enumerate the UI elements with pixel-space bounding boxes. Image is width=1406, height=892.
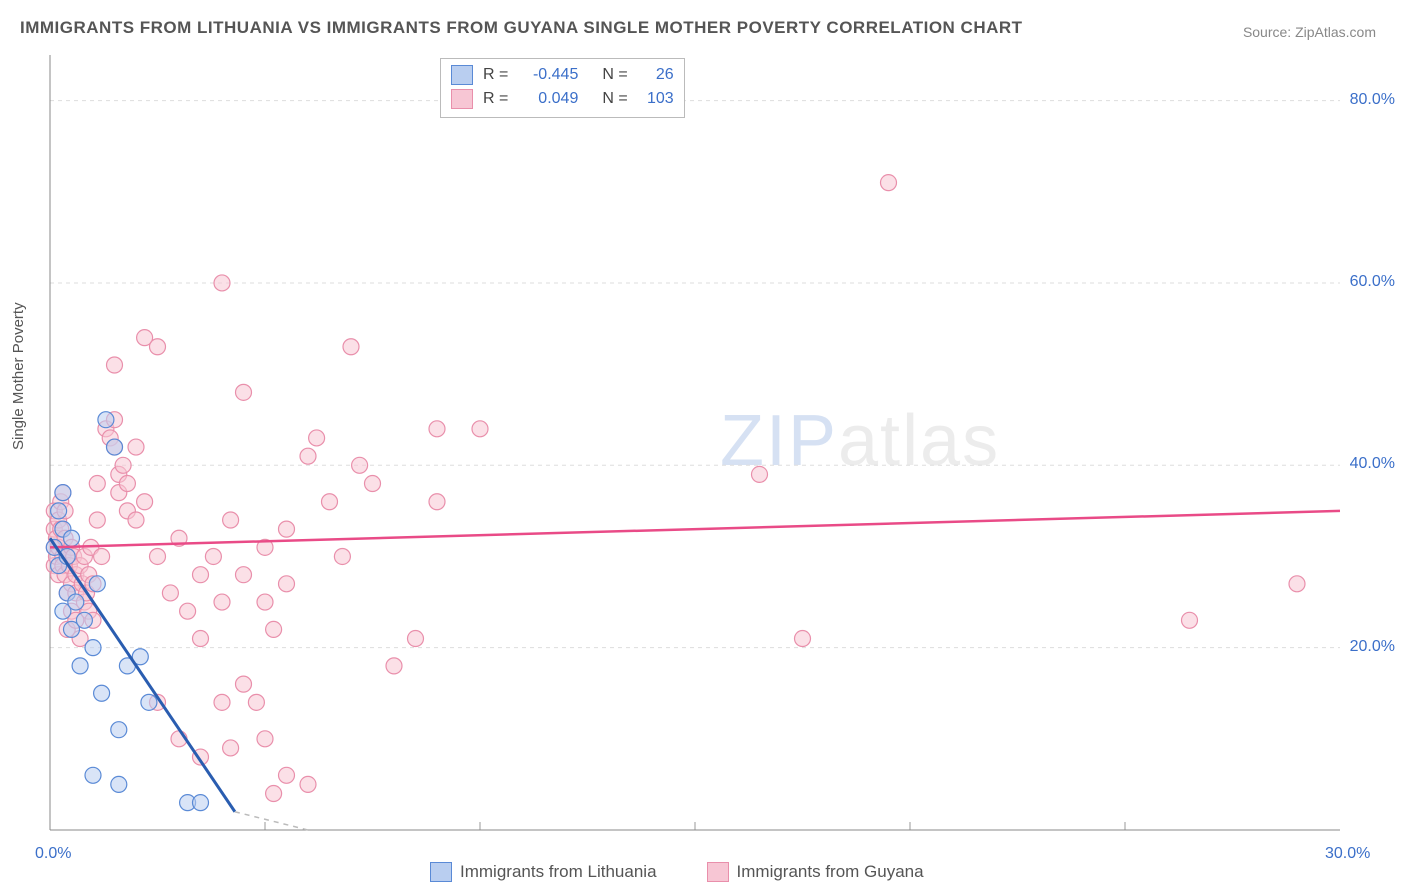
- xtick-label: 0.0%: [35, 845, 71, 863]
- stats-n-value-2: 103: [638, 90, 674, 108]
- stats-row-1: R = -0.445 N = 26: [451, 63, 674, 87]
- ytick-label: 20.0%: [1350, 638, 1395, 656]
- stats-n-value-1: 26: [638, 66, 674, 84]
- stats-n-label-2: N =: [602, 90, 627, 108]
- bottom-legend: Immigrants from Lithuania Immigrants fro…: [430, 862, 924, 882]
- stats-r-value-1: -0.445: [518, 66, 578, 84]
- stats-legend: R = -0.445 N = 26 R = 0.049 N = 103: [440, 58, 685, 118]
- legend-item-1: Immigrants from Lithuania: [430, 862, 657, 882]
- legend-item-2: Immigrants from Guyana: [707, 862, 924, 882]
- stats-n-label-1: N =: [602, 66, 627, 84]
- legend-swatch-1: [430, 862, 452, 882]
- ytick-label: 40.0%: [1350, 455, 1395, 473]
- stats-r-label-2: R =: [483, 90, 508, 108]
- stats-swatch-1: [451, 65, 473, 85]
- legend-swatch-2: [707, 862, 729, 882]
- xtick-label: 30.0%: [1325, 845, 1370, 863]
- legend-label-2: Immigrants from Guyana: [737, 862, 924, 882]
- stats-r-value-2: 0.049: [518, 90, 578, 108]
- ytick-label: 60.0%: [1350, 273, 1395, 291]
- stats-swatch-2: [451, 89, 473, 109]
- stats-r-label-1: R =: [483, 66, 508, 84]
- ytick-label: 80.0%: [1350, 91, 1395, 109]
- scatter-chart: [0, 0, 1406, 892]
- stats-row-2: R = 0.049 N = 103: [451, 87, 674, 111]
- legend-label-1: Immigrants from Lithuania: [460, 862, 657, 882]
